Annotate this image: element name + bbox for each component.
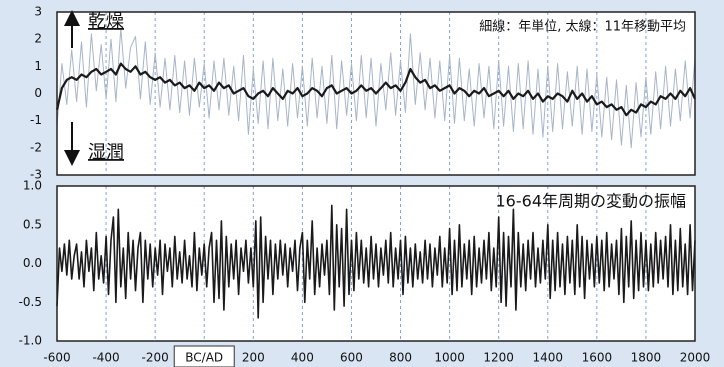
x-tick-label: 1400: [532, 351, 563, 365]
y-tick-label: 0.0: [23, 256, 42, 270]
y-tick-label: -0.5: [19, 295, 42, 309]
plot-border: [56, 11, 696, 176]
tick-label-box: [173, 345, 235, 367]
data-line: [56, 27, 696, 149]
y-tick-label: 1: [34, 59, 42, 73]
x-tick-label: 600: [340, 351, 363, 365]
data-line: [56, 204, 696, 319]
x-tick-label: 2000: [680, 351, 711, 365]
data-line: [55, 62, 697, 117]
x-tick-label: 200: [242, 351, 265, 365]
y-tick-label: 3: [34, 5, 42, 19]
y-tick-label: -2: [30, 140, 42, 154]
x-tick-label: 1800: [631, 351, 662, 365]
x-tick-label: BC/AD: [185, 351, 223, 365]
y-tick-label: -1: [30, 113, 42, 127]
annotation: 16-64年周期の変動の振幅: [496, 192, 687, 211]
annotation: 乾燥: [88, 11, 124, 32]
x-tick-label: -200: [142, 351, 169, 365]
y-tick-label: 2: [34, 32, 42, 46]
plot-border: [56, 185, 696, 342]
annotation: 細線：年単位, 太線：11年移動平均: [479, 19, 686, 35]
y-tick-label: 0.5: [23, 217, 42, 231]
x-tick-label: -600: [43, 351, 70, 365]
x-tick-label: 1600: [582, 351, 613, 365]
x-tick-label: 800: [389, 351, 412, 365]
y-tick-label: 0: [34, 86, 42, 100]
annotation: 湿潤: [88, 142, 124, 163]
y-tick-label: -1.0: [19, 334, 42, 348]
x-tick-label: -400: [92, 351, 119, 365]
x-tick-label: 400: [291, 351, 314, 365]
x-tick-label: 1200: [483, 351, 514, 365]
y-tick-label: 1.0: [23, 179, 42, 193]
x-tick-label: 1000: [434, 351, 465, 365]
y-tick-label: -3: [30, 168, 42, 182]
